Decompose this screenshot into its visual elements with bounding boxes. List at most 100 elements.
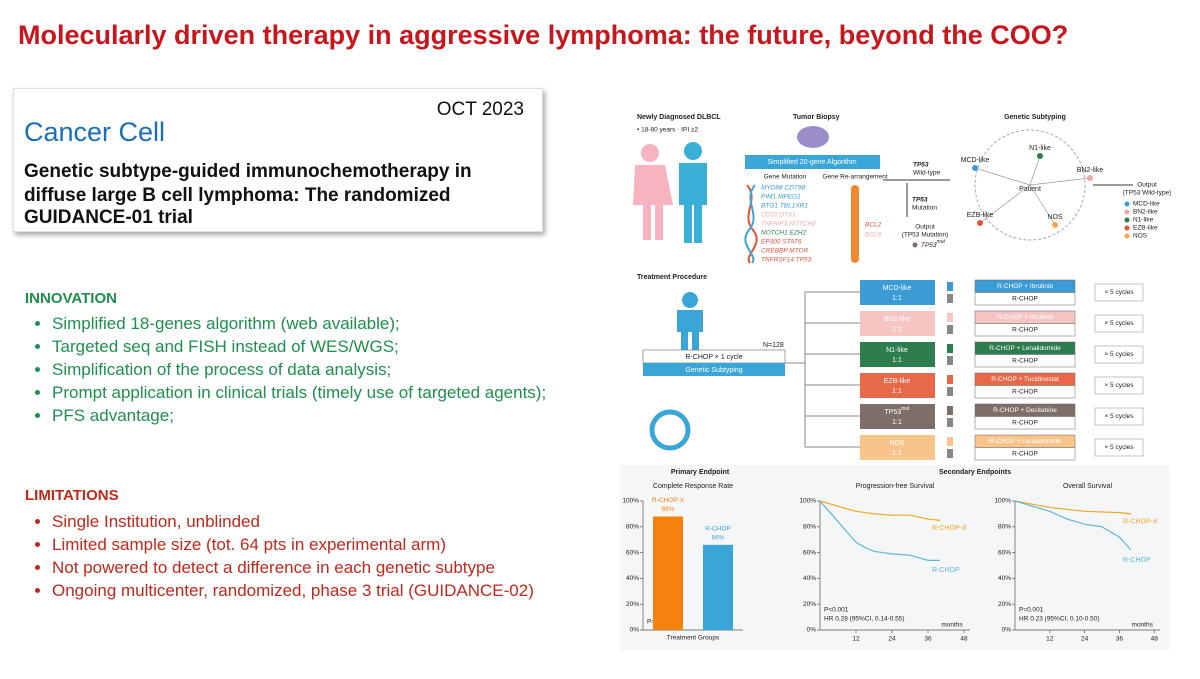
gene-label: TNFAIP3 NOTCH2	[761, 221, 816, 228]
gene-label: PIM1 MPEG1	[761, 194, 801, 201]
publication-date: OCT 2023	[436, 99, 524, 120]
icon	[947, 406, 953, 415]
label: 1:1	[892, 357, 902, 364]
y-tick-label: 60%	[998, 549, 1011, 556]
x-tick-label: 24	[888, 636, 896, 643]
y-tick-label: 100%	[622, 498, 639, 505]
label: Output	[915, 224, 935, 231]
article-title: GUIDANCE-01 trial	[24, 207, 193, 228]
bar-category: R-CHOP-X	[652, 497, 685, 504]
icon	[947, 325, 953, 334]
bullet-item: Prompt application in clinical trials (t…	[52, 381, 546, 404]
connector	[1029, 177, 1091, 186]
gene-label: EP300 STAT6	[761, 239, 802, 246]
label: TP53	[913, 162, 929, 169]
subtype-box	[860, 311, 935, 336]
series-label: R-CHOP-X	[1123, 519, 1158, 526]
connector	[974, 167, 1031, 186]
legend-label: BN2-like	[1133, 209, 1158, 216]
label: Wild-type	[913, 170, 940, 177]
x-axis-label: months	[941, 622, 963, 629]
cycles-box	[1094, 345, 1144, 364]
node-label: NOS	[1047, 214, 1063, 221]
icon	[947, 387, 953, 396]
label: Gene Mutation	[764, 174, 807, 181]
label: R-CHOP + Tucidinostat	[991, 376, 1059, 383]
node-label: MCD-like	[961, 157, 990, 164]
innovation-heading: INNOVATION	[25, 290, 117, 307]
label: Genetic Subtyping	[685, 367, 742, 374]
icon	[679, 163, 707, 243]
x-tick-label: 48	[1151, 636, 1159, 643]
limitations-heading: LIMITATIONS	[25, 487, 119, 504]
control-box	[974, 385, 1076, 399]
legend-dot	[1124, 233, 1130, 239]
cycles-box	[1094, 314, 1144, 333]
label: Genetic Subtyping	[1004, 114, 1066, 121]
series-label: R-CHOP	[1123, 557, 1151, 564]
icon	[797, 126, 829, 148]
node-dot	[1052, 222, 1058, 228]
bullet-item: Simplification of the process of data an…	[52, 358, 546, 381]
y-tick-label: 0%	[630, 627, 640, 634]
connector	[1029, 184, 1056, 226]
subtype-label: TP53	[884, 409, 901, 416]
icon	[947, 313, 953, 322]
label: R-CHOP + Ibrutinib	[997, 314, 1053, 321]
subtype-box	[860, 404, 935, 429]
label: R-CHOP + Lenalidomide	[989, 345, 1061, 352]
label: R-CHOP + Lenalidomide	[989, 438, 1061, 445]
bar	[703, 544, 733, 630]
control-box	[974, 416, 1076, 430]
legend-label: N1-like	[1133, 217, 1154, 224]
bar-category: R-CHOP	[705, 526, 731, 533]
label: mut	[937, 239, 946, 245]
y-tick-label: 20%	[626, 601, 639, 608]
node-label: BN2-like	[1077, 167, 1104, 174]
value-label: 66%	[711, 535, 724, 542]
chart-title: Progression-free Survival	[856, 483, 935, 490]
cycles-box	[1094, 283, 1144, 302]
limitations-list: Single Institution, unblindedLimited sam…	[30, 510, 534, 602]
icon	[682, 292, 698, 308]
label: TP53mut	[921, 239, 945, 248]
annotation: P=0.001	[1019, 607, 1044, 614]
node-dot	[977, 220, 983, 226]
label: 1:1	[892, 419, 902, 426]
icon	[746, 184, 758, 264]
subtype-label: mut	[901, 406, 910, 412]
y-tick-label: 80%	[998, 524, 1011, 531]
y-tick-label: 100%	[799, 498, 816, 505]
y-tick-label: 0%	[807, 627, 817, 634]
label: R-CHOP × 1 cycle	[685, 354, 742, 361]
subtype-label: MCD-like	[883, 285, 912, 292]
gene-label: MYD88 CD79B	[761, 185, 806, 192]
control-box	[974, 292, 1076, 306]
chart-title: Overall Survival	[1063, 483, 1112, 490]
x-tick-label: 36	[1116, 636, 1124, 643]
label: Gene Re-arrangement	[822, 174, 887, 181]
y-tick-label: 60%	[803, 549, 816, 556]
label: Tumor Biopsy	[793, 114, 840, 121]
label: Secondary Endpoints	[939, 469, 1011, 476]
x-tick-label: 12	[852, 636, 860, 643]
subtype-box	[860, 435, 935, 460]
label: × 5 cycles	[1104, 351, 1134, 358]
chromosome	[851, 185, 859, 263]
label: Primary Endpoint	[671, 469, 730, 476]
icon	[744, 184, 756, 264]
innovation-list: Simplified 18-genes algorithm (web avail…	[30, 312, 546, 427]
icon	[947, 418, 953, 427]
x-tick-label: 36	[924, 636, 932, 643]
slide-title: Molecularly driven therapy in aggressive…	[18, 20, 1069, 50]
cycles-box	[1094, 407, 1144, 426]
gene-label: CREBBP MTOR	[761, 248, 809, 255]
bullet-item: Limited sample size (tot. 64 pts in expe…	[52, 533, 534, 556]
label: • 18-80 years · IPI ≥2	[637, 127, 699, 134]
node-label: N1-like	[1029, 145, 1051, 152]
label: Mutation	[912, 205, 937, 212]
annotation: HR 0.23 (95%CI, 0.10-0.50)	[1019, 616, 1100, 623]
article-title: diffuse large B cell lymphoma: The rando…	[24, 185, 451, 206]
icon	[649, 409, 691, 451]
gene-label: BCL2	[865, 222, 882, 229]
